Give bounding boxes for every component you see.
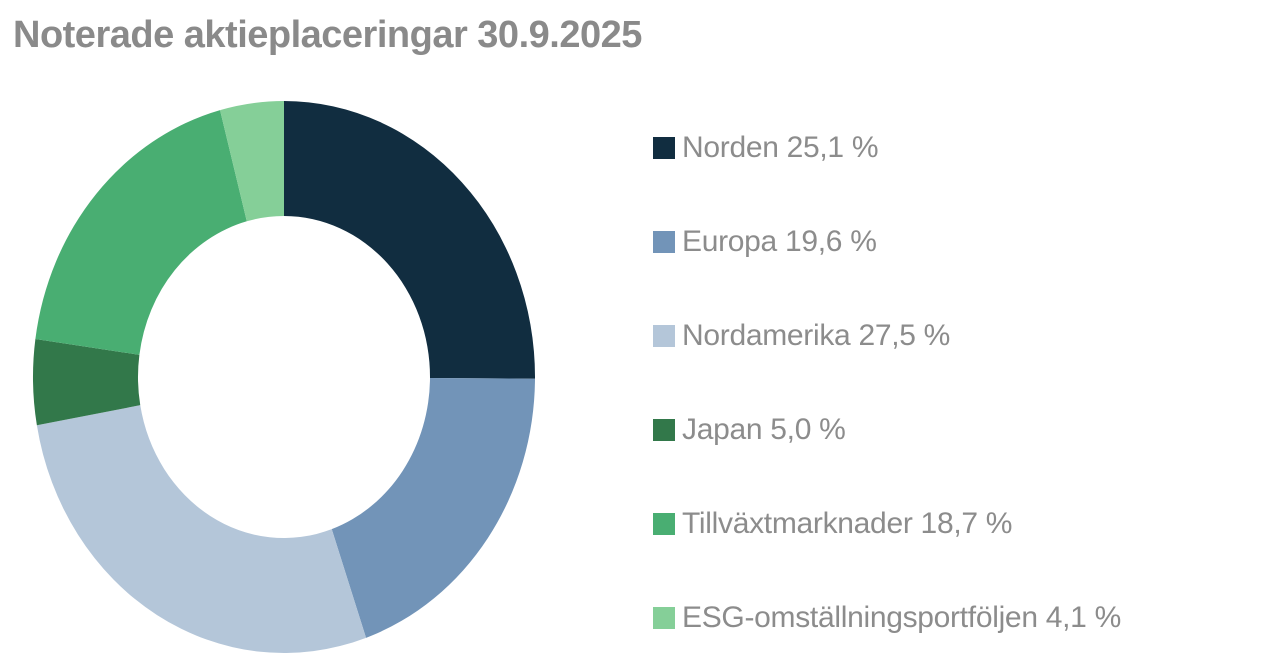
legend: Norden 25,1 % Europa 19,6 % Nordamerika … [653, 131, 1121, 635]
donut-slice-europa [331, 378, 535, 638]
donut-slice-esg-omst-llningsportf-ljen [220, 101, 284, 222]
legend-item-tillvaxtmarknader: Tillväxtmarknader 18,7 % [653, 507, 1121, 541]
donut-chart [32, 101, 536, 654]
legend-item-japan: Japan 5,0 % [653, 413, 1121, 447]
donut-slice-japan [32, 338, 141, 426]
legend-item-esg: ESG-omställningsportföljen 4,1 % [653, 601, 1121, 635]
donut-slice-norden [284, 101, 536, 379]
legend-swatch-icon [653, 137, 675, 159]
legend-item-label: Tillväxtmarknader 18,7 % [682, 507, 1013, 540]
legend-item-label: Europa 19,6 % [682, 225, 877, 258]
donut-slice-nordamerika [36, 405, 367, 654]
legend-item-label: Nordamerika 27,5 % [682, 319, 951, 352]
legend-swatch-icon [653, 419, 675, 441]
legend-item-label: Japan 5,0 % [682, 413, 846, 446]
legend-item-nordamerika: Nordamerika 27,5 % [653, 319, 1121, 353]
legend-item-norden: Norden 25,1 % [653, 131, 1121, 165]
donut-slice-tillv-xtmarknader [35, 110, 247, 355]
legend-swatch-icon [653, 325, 675, 347]
page-title: Noterade aktieplaceringar 30.9.2025 [13, 14, 642, 56]
legend-item-label: Norden 25,1 % [682, 131, 879, 164]
legend-swatch-icon [653, 231, 675, 253]
legend-item-label: ESG-omställningsportföljen 4,1 % [682, 601, 1121, 634]
legend-swatch-icon [653, 513, 675, 535]
legend-swatch-icon [653, 607, 675, 629]
legend-item-europa: Europa 19,6 % [653, 225, 1121, 259]
